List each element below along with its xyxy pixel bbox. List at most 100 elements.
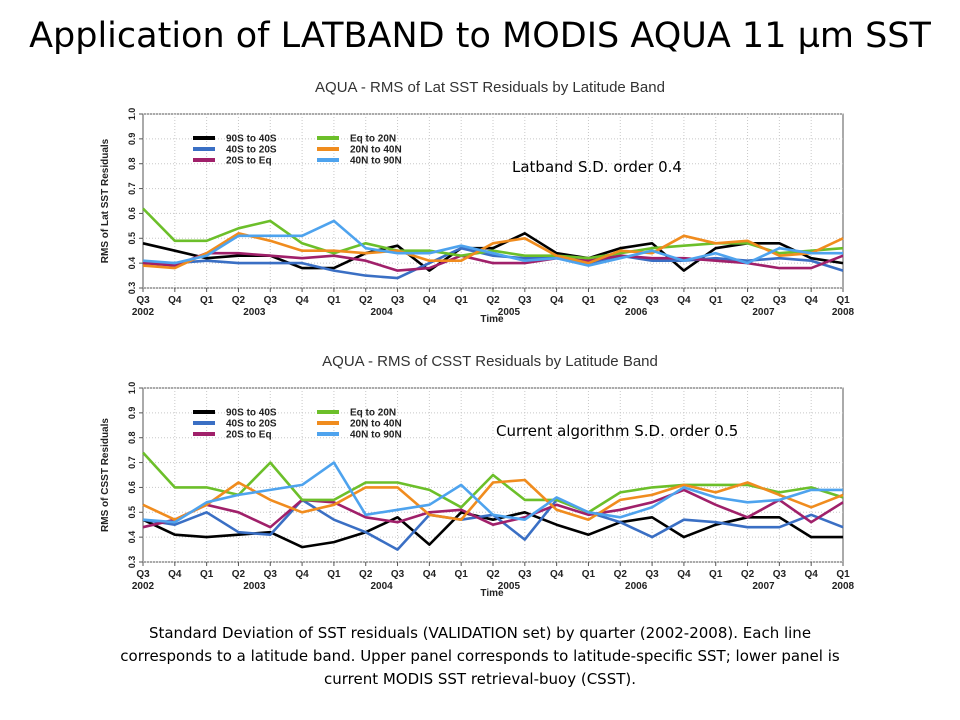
x-year-label: 2007: [752, 581, 775, 592]
x-tick-label: Q4: [168, 569, 182, 580]
x-tick-label: Q3: [773, 569, 787, 580]
x-year-label: 2004: [371, 581, 394, 592]
y-tick-label: 0.6: [127, 481, 137, 494]
x-tick-label: Q4: [805, 569, 819, 580]
x-tick-label: Q3: [264, 569, 278, 580]
x-tick-label: Q1: [709, 295, 723, 306]
upper-chart: AQUA - RMS of Lat SST Residuals by Latit…: [100, 79, 855, 325]
x-year-label: 2002: [132, 581, 155, 592]
lower-chart: AQUA - RMS of CSST Residuals by Latitude…: [100, 353, 855, 599]
x-tick-label: Q2: [614, 295, 628, 306]
x-tick-label: Q3: [518, 569, 532, 580]
x-tick-label: Q4: [423, 569, 437, 580]
legend-label: Eq to 20N: [350, 134, 396, 145]
series-line: [143, 246, 844, 280]
x-year-label: 2002: [132, 307, 155, 318]
x-tick-label: Q1: [455, 295, 469, 306]
series-line: [142, 232, 844, 270]
y-tick-label: 0.3: [127, 282, 137, 295]
y-tick-label: 0.7: [127, 456, 137, 469]
x-tick-label: Q3: [136, 569, 150, 580]
x-axis-label: Time: [480, 314, 504, 325]
x-tick-label: Q3: [645, 569, 659, 580]
y-tick-label: 0.8: [127, 431, 137, 444]
x-tick-label: Q1: [455, 569, 469, 580]
x-tick-label: Q2: [486, 295, 500, 306]
x-tick-label: Q2: [486, 569, 500, 580]
x-tick-label: Q1: [836, 295, 850, 306]
x-tick-label: Q4: [295, 569, 309, 580]
x-axis-label: Time: [480, 588, 504, 599]
y-tick-label: 1.0: [127, 108, 137, 121]
x-tick-label: Q4: [423, 295, 437, 306]
lower-chart-note: Current algorithm S.D. order 0.5: [496, 422, 739, 440]
x-tick-label: Q1: [836, 569, 850, 580]
legend-label: 20N to 40N: [350, 419, 402, 430]
legend-label: 40S to 20S: [226, 419, 277, 430]
slide-title: Application of LATBAND to MODIS AQUA 11 …: [29, 16, 931, 56]
x-tick-label: Q1: [709, 569, 723, 580]
x-tick-label: Q3: [773, 295, 787, 306]
x-tick-label: Q3: [264, 295, 278, 306]
x-tick-label: Q1: [200, 569, 214, 580]
caption-line: current MODIS SST retrieval-buoy (CSST).: [323, 670, 637, 688]
legend-label: 40N to 90N: [350, 156, 402, 167]
x-tick-label: Q1: [327, 569, 341, 580]
x-year-label: 2008: [832, 581, 855, 592]
figure-caption: Standard Deviation of SST residuals (VAL…: [0, 622, 960, 691]
x-tick-label: Q4: [677, 295, 691, 306]
x-year-label: 2004: [371, 307, 394, 318]
caption-line: Standard Deviation of SST residuals (VAL…: [148, 624, 812, 642]
y-tick-label: 0.8: [127, 157, 137, 170]
x-tick-label: Q3: [645, 295, 659, 306]
y-tick-label: 0.5: [127, 232, 137, 245]
upper-chart-note: Latband S.D. order 0.4: [512, 158, 682, 176]
y-tick-label: 0.9: [127, 133, 137, 146]
chart-title: AQUA - RMS of CSST Residuals by Latitude…: [322, 353, 658, 370]
x-year-label: 2006: [625, 307, 648, 318]
series-line: [142, 251, 844, 272]
x-year-label: 2007: [752, 307, 775, 318]
x-tick-label: Q1: [582, 295, 596, 306]
legend-label: Eq to 20N: [350, 408, 396, 419]
x-tick-label: Q4: [550, 569, 564, 580]
legend-label: 90S to 40S: [226, 408, 277, 419]
y-tick-label: 0.6: [127, 207, 137, 220]
series-line: [142, 451, 844, 514]
y-tick-label: 0.4: [127, 257, 137, 270]
y-tick-label: 0.3: [127, 556, 137, 569]
x-tick-label: Q4: [168, 295, 182, 306]
x-tick-label: Q3: [391, 295, 405, 306]
x-tick-label: Q4: [295, 295, 309, 306]
y-tick-label: 0.9: [127, 407, 137, 420]
y-tick-label: 0.5: [127, 506, 137, 519]
series-line: [142, 478, 844, 521]
x-year-label: 2005: [498, 581, 521, 592]
x-tick-label: Q4: [550, 295, 564, 306]
x-tick-label: Q2: [232, 295, 246, 306]
series-line: [142, 461, 843, 524]
y-tick-label: 0.4: [127, 531, 137, 544]
x-tick-label: Q1: [327, 295, 341, 306]
y-tick-label: 0.7: [127, 182, 137, 195]
chart-title: AQUA - RMS of Lat SST Residuals by Latit…: [315, 79, 665, 96]
legend-label: 40S to 20S: [226, 145, 277, 156]
x-year-label: 2005: [498, 307, 521, 318]
x-tick-label: Q2: [232, 569, 246, 580]
x-year-label: 2006: [625, 581, 648, 592]
y-axis-label: RMS of CSST Residuals: [100, 418, 111, 532]
series-line: [142, 488, 844, 529]
caption-line: corresponds to a latitude band. Upper pa…: [120, 647, 840, 665]
y-axis-label: RMS of Lat SST Residuals: [100, 138, 111, 263]
x-tick-label: Q2: [741, 569, 755, 580]
legend-label: 40N to 90N: [350, 430, 402, 441]
x-tick-label: Q3: [136, 295, 150, 306]
legend-label: 20S to Eq: [226, 430, 272, 441]
legend-label: 90S to 40S: [226, 134, 277, 145]
x-tick-label: Q2: [359, 295, 373, 306]
y-tick-label: 1.0: [127, 382, 137, 395]
legend-label: 20N to 40N: [350, 145, 402, 156]
x-tick-label: Q4: [805, 295, 819, 306]
